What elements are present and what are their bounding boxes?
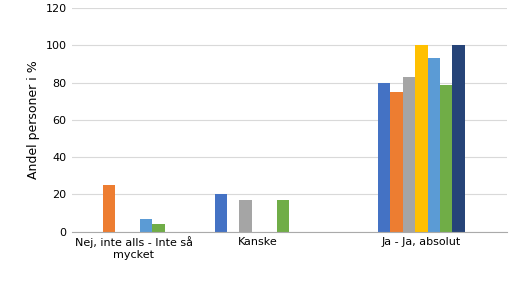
Bar [152,224,165,232]
Bar [428,59,440,232]
Bar [140,219,152,232]
Y-axis label: Andel personer i %: Andel personer i % [27,61,40,179]
Bar [452,45,465,232]
Bar [403,77,415,232]
Bar [103,185,115,232]
Bar [277,200,289,232]
Bar [440,85,452,232]
Bar [215,195,227,232]
Bar [390,92,403,232]
Bar [415,45,428,232]
Bar [240,200,252,232]
Bar [378,83,390,232]
